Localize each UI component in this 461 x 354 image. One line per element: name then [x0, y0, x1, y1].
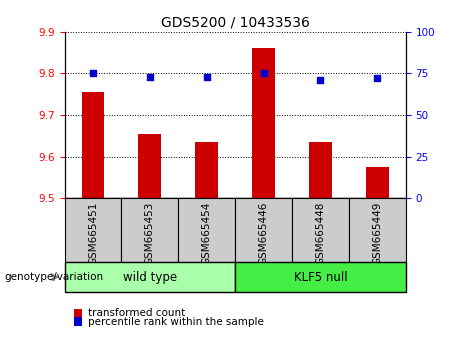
- Point: [203, 74, 210, 80]
- Bar: [178, 198, 235, 262]
- Text: GSM665446: GSM665446: [259, 201, 269, 265]
- Text: GSM665453: GSM665453: [145, 201, 155, 265]
- Bar: [252, 48, 275, 198]
- Bar: [309, 142, 332, 198]
- Title: GDS5200 / 10433536: GDS5200 / 10433536: [161, 15, 309, 29]
- Bar: [349, 198, 406, 262]
- Text: GSM665448: GSM665448: [315, 201, 325, 265]
- Point: [89, 71, 97, 76]
- Text: GSM665451: GSM665451: [88, 201, 98, 265]
- Point: [146, 74, 154, 80]
- Text: GSM665449: GSM665449: [372, 201, 382, 265]
- Text: wild type: wild type: [123, 270, 177, 284]
- Bar: [235, 262, 406, 292]
- Bar: [82, 92, 104, 198]
- Bar: [366, 167, 389, 198]
- Text: KLF5 null: KLF5 null: [294, 270, 347, 284]
- Point: [373, 76, 381, 81]
- Text: percentile rank within the sample: percentile rank within the sample: [88, 316, 264, 326]
- Bar: [292, 198, 349, 262]
- Bar: [138, 134, 161, 198]
- Point: [317, 77, 324, 83]
- Text: transformed count: transformed count: [88, 308, 185, 318]
- Bar: [65, 262, 235, 292]
- Bar: [235, 198, 292, 262]
- Text: GSM665454: GSM665454: [201, 201, 212, 265]
- Text: genotype/variation: genotype/variation: [5, 272, 104, 282]
- Bar: [121, 198, 178, 262]
- Point: [260, 71, 267, 76]
- Bar: [65, 198, 121, 262]
- Bar: [195, 142, 218, 198]
